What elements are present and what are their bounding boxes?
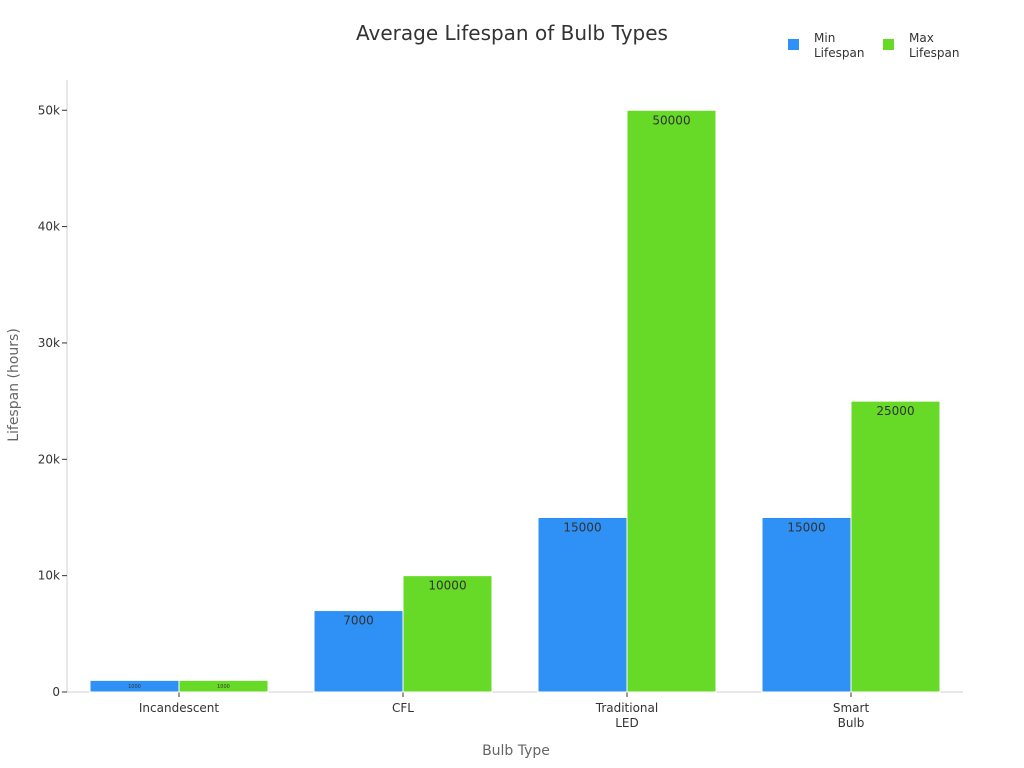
bar[interactable] [402,575,493,693]
x-tick-label-line: Traditional [595,701,658,715]
y-tick-label: 0 [52,685,60,699]
legend-label-line: Min [814,31,835,45]
x-tick-label: CFL [392,701,414,715]
legend-swatch [883,39,894,50]
bar[interactable] [761,516,852,693]
x-tick-label-line: Incandescent [139,701,220,715]
x-tick-label: Traditional LED [595,701,658,730]
bar-value-label: 1000 [217,684,230,690]
y-tick-label: 50k [38,103,60,117]
legend-label-line: Max [909,31,934,45]
legend-swatch [788,39,799,50]
x-tick-label: Smart Bulb [833,701,870,730]
chart-title: Average Lifespan of Bulb Types [356,21,668,45]
x-tick-label-line: CFL [392,701,414,715]
legend-label: Max Lifespan [909,31,959,60]
bar[interactable] [178,679,269,693]
bar-value-label: 15000 [563,520,601,534]
bar[interactable] [850,400,941,693]
bar[interactable] [537,516,628,693]
y-tick-label: 30k [38,336,60,350]
x-tick-label-line: Smart [833,701,870,715]
y-tick-label: 10k [38,569,60,583]
x-axis-title: Bulb Type [482,743,550,759]
bar-value-label: 7000 [343,614,374,628]
x-tick-label: Incandescent [139,701,220,715]
bar-value-label: 15000 [787,520,825,534]
y-tick-label: 20k [38,452,60,466]
legend-label-line: Lifespan [909,46,959,60]
y-tick-label: 40k [38,220,60,234]
bar[interactable] [626,109,717,693]
bar-value-label: 50000 [652,113,690,127]
bar-value-label: 25000 [876,404,914,418]
x-tick-label-line: Bulb [838,716,865,730]
bar-value-label: 1000 [128,684,141,690]
bar-labels: 1000 1000 7000 10000 15000 50000 15000 25000 [128,113,914,690]
x-axis: Incandescent CFL Traditional LED Smart Bulb [67,691,963,730]
y-axis-title: Lifespan (hours) [6,328,22,442]
x-tick-label-line: LED [615,716,639,730]
bar[interactable] [313,610,404,693]
legend-label: Min Lifespan [814,31,864,60]
y-axis: 0 10k 20k 30k 40k 50k [38,80,68,699]
bar-value-label: 10000 [428,579,466,593]
legend-label-line: Lifespan [814,46,864,60]
bars [89,109,941,693]
